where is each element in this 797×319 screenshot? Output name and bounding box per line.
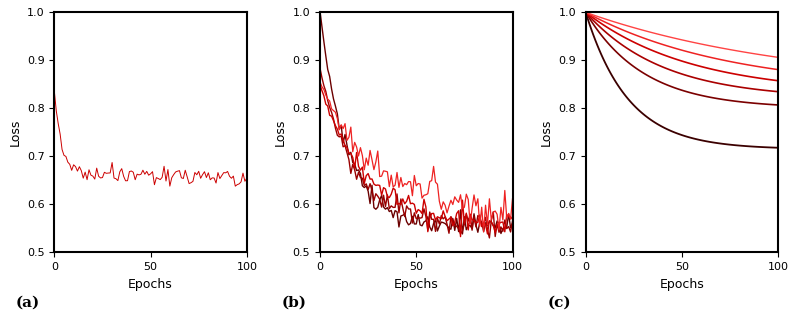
X-axis label: Epochs: Epochs — [128, 278, 173, 291]
X-axis label: Epochs: Epochs — [660, 278, 705, 291]
Y-axis label: Loss: Loss — [8, 119, 22, 146]
Y-axis label: Loss: Loss — [540, 119, 552, 146]
Y-axis label: Loss: Loss — [274, 119, 287, 146]
Text: (c): (c) — [548, 296, 571, 310]
Text: (a): (a) — [16, 296, 40, 310]
Text: (b): (b) — [281, 296, 307, 310]
X-axis label: Epochs: Epochs — [394, 278, 438, 291]
